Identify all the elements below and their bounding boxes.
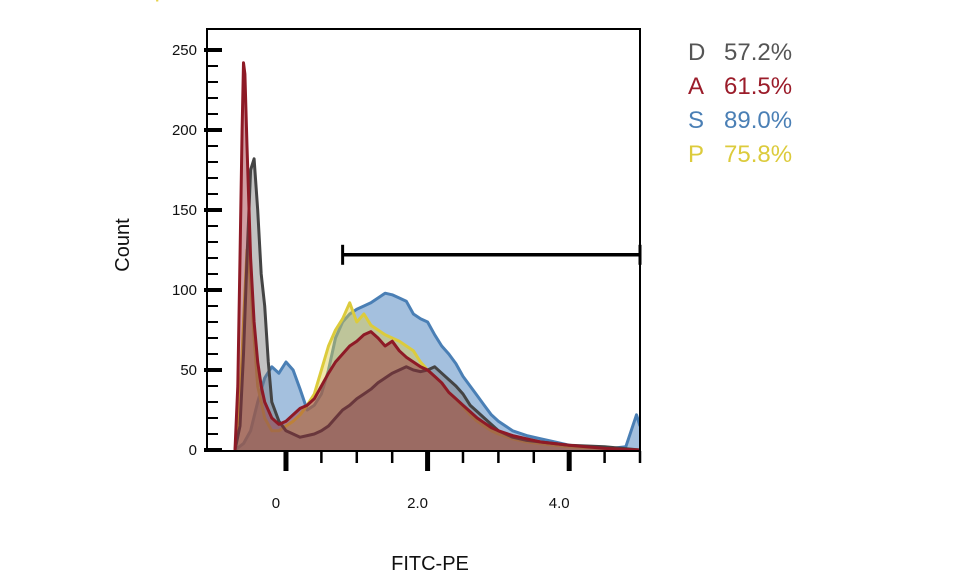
header-fragment-right: pondamb	[155, 0, 227, 2]
legend-value: 89.0%	[724, 107, 792, 134]
y-tick-label: 100	[172, 282, 197, 299]
y-tick-label: 150	[172, 202, 197, 219]
legend-value: 57.2%	[724, 39, 792, 66]
y-tick-label: 250	[172, 42, 197, 59]
x-tick-label: 4.0	[549, 495, 570, 512]
legend-entry-A: A 61.5%	[688, 73, 792, 100]
y-tick-label: 200	[172, 122, 197, 139]
header-fragments: ordiomb pondamb	[0, 0, 227, 2]
x-tick-label: 0	[272, 495, 280, 512]
legend-letter: S	[688, 107, 704, 134]
series-line-P	[233, 248, 640, 451]
axes-layer: 0 50 100 150 200 250 0 2.0 4.0	[172, 42, 642, 512]
plot-frame	[206, 28, 641, 452]
series-layer	[233, 61, 640, 451]
legend-letter: A	[688, 73, 704, 100]
x-axis-title: FITC-PE	[391, 553, 469, 575]
x-tick-label: 2.0	[407, 495, 428, 512]
y-axis-title: Count	[112, 218, 134, 272]
legend-letter: P	[688, 141, 704, 168]
series-line-A	[233, 61, 640, 451]
header-fragment-left: ordiomb	[0, 0, 60, 2]
legend-letter: D	[688, 39, 705, 66]
series-line-D	[233, 157, 640, 451]
legend-entry-D: D 57.2%	[688, 39, 792, 66]
series-line-S	[234, 291, 640, 451]
legend: D 57.2% A 61.5% S 89.0% P 75.8%	[688, 39, 792, 168]
legend-value: 75.8%	[724, 141, 792, 168]
legend-entry-S: S 89.0%	[688, 107, 792, 134]
y-tick-label: 0	[189, 442, 197, 459]
series-area-S	[235, 293, 640, 451]
y-tick-label: 50	[180, 362, 197, 379]
gate-marker	[341, 244, 642, 265]
series-area-P	[235, 250, 640, 451]
legend-value: 61.5%	[724, 73, 792, 100]
legend-entry-P: P 75.8%	[688, 141, 792, 168]
